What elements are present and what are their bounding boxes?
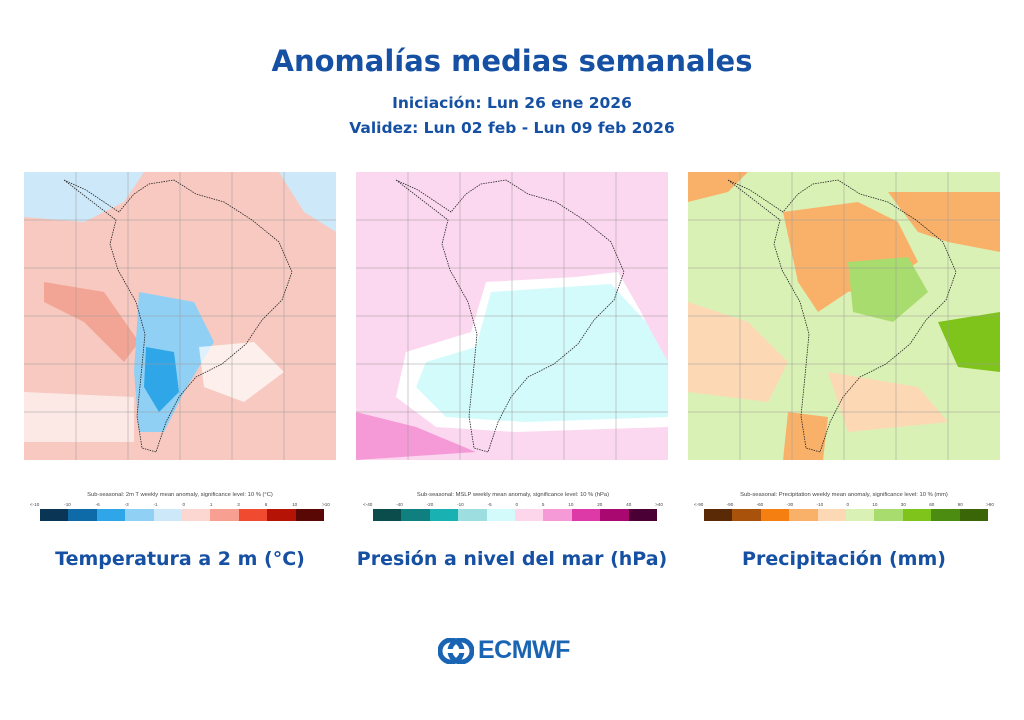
colorbar-tick: 5 bbox=[541, 502, 545, 507]
validity-period: Validez: Lun 02 feb - Lun 09 feb 2026 bbox=[349, 119, 675, 137]
colorbar-tick: -10 bbox=[64, 502, 71, 507]
colorbar-title: Sub-seasonal: MSLP weekly mean anomaly, … bbox=[416, 492, 610, 498]
colorbar-swatch bbox=[732, 509, 761, 521]
temperature-label: Temperatura a 2 m (°C) bbox=[55, 548, 305, 570]
colorbar-swatch bbox=[40, 509, 69, 521]
initiation-date: Iniciación: Lun 26 ene 2026 bbox=[392, 94, 632, 112]
precipitation-colorbar: Sub-seasonal: Precipitation weekly mean … bbox=[694, 492, 994, 521]
colorbar-swatch bbox=[458, 509, 487, 521]
colorbar-tick: -1 bbox=[153, 502, 158, 507]
logo-text: ECMWF bbox=[478, 636, 570, 664]
colorbar-ticks: <-10 -10 -6 -3 -1 0 1 3 6 10 >10 bbox=[30, 502, 330, 507]
colorbar-swatch bbox=[704, 509, 733, 521]
colorbar-swatch bbox=[902, 509, 932, 521]
precipitation-label: Precipitación (mm) bbox=[742, 548, 946, 570]
colorbar-swatch bbox=[182, 509, 211, 521]
colorbar-swatches bbox=[373, 509, 658, 521]
colorbar-swatch bbox=[817, 509, 847, 521]
colorbar-title: Sub-seasonal: Precipitation weekly mean … bbox=[740, 492, 948, 498]
colorbar-swatch bbox=[373, 509, 402, 521]
pressure-label: Presión a nivel del mar (hPa) bbox=[356, 548, 668, 570]
colorbar-tick: 10 bbox=[568, 502, 574, 507]
colorbar-swatch bbox=[628, 509, 658, 521]
colorbar-swatch bbox=[401, 509, 430, 521]
ecmwf-logo-icon bbox=[438, 637, 474, 664]
colorbar-ticks: <-90 -90 -60 -30 -10 0 10 30 60 90 >90 bbox=[694, 502, 994, 507]
colorbar-tick: 1 bbox=[209, 502, 213, 507]
colorbar-tick: -10 bbox=[457, 502, 464, 507]
colorbar-swatch bbox=[153, 509, 183, 521]
ecmwf-logo: ECMWF bbox=[438, 636, 570, 665]
colorbar-swatch bbox=[515, 509, 544, 521]
colorbar-swatch bbox=[959, 509, 989, 521]
colorbar-swatch bbox=[96, 509, 126, 521]
colorbar-tick: 90 bbox=[957, 502, 963, 507]
colorbar-tick: 0 bbox=[515, 502, 519, 507]
colorbar-tick: >10 bbox=[322, 502, 330, 507]
colorbar-tick: 0 bbox=[182, 502, 186, 507]
temperature-colorbar: Sub-seasonal: 2m T weekly mean anomaly, … bbox=[30, 492, 330, 521]
colorbar-tick: -3 bbox=[124, 502, 129, 507]
colorbar-swatch bbox=[789, 509, 818, 521]
colorbar-tick: -10 bbox=[816, 502, 824, 507]
colorbar-swatch bbox=[295, 509, 325, 521]
colorbar-tick: -30 bbox=[786, 502, 794, 507]
colorbar-swatch bbox=[486, 509, 516, 521]
colorbar-tick: 60 bbox=[929, 502, 935, 507]
colorbar-tick: -90 bbox=[726, 502, 734, 507]
colorbar-tick: >90 bbox=[986, 502, 994, 507]
colorbar-tick: <-10 bbox=[30, 502, 40, 507]
colorbar-swatch bbox=[429, 509, 459, 521]
colorbar-swatch bbox=[846, 509, 875, 521]
colorbar-tick: 6 bbox=[264, 502, 268, 507]
colorbar-tick: 3 bbox=[237, 502, 240, 507]
colorbar-ticks: <-40 -40 -20 -10 -5 0 5 10 20 40 >40 bbox=[363, 502, 663, 507]
colorbar-tick: <-90 bbox=[694, 502, 704, 507]
colorbar-swatch bbox=[125, 509, 154, 521]
temperature-anomaly-map bbox=[24, 172, 336, 460]
colorbar-tick: 10 bbox=[292, 502, 298, 507]
colorbar-title: Sub-seasonal: 2m T weekly mean anomaly, … bbox=[87, 492, 273, 498]
colorbar-tick: -6 bbox=[95, 502, 100, 507]
colorbar-swatch bbox=[600, 509, 629, 521]
colorbar-swatches bbox=[704, 509, 989, 521]
colorbar-swatch bbox=[238, 509, 268, 521]
colorbar-swatch bbox=[931, 509, 960, 521]
colorbar-tick: 10 bbox=[872, 502, 878, 507]
colorbar-tick: -5 bbox=[487, 502, 492, 507]
colorbar-tick: -40 bbox=[396, 502, 403, 507]
colorbar-tick: -20 bbox=[426, 502, 434, 507]
precipitation-anomaly-map bbox=[688, 172, 1000, 460]
colorbar-tick: 0 bbox=[846, 502, 850, 507]
colorbar-swatch bbox=[210, 509, 239, 521]
colorbar-tick: 40 bbox=[626, 502, 632, 507]
colorbar-swatch bbox=[760, 509, 790, 521]
pressure-colorbar: Sub-seasonal: MSLP weekly mean anomaly, … bbox=[363, 492, 663, 521]
colorbar-swatch bbox=[68, 509, 97, 521]
colorbar-swatch bbox=[874, 509, 903, 521]
colorbar-tick: >40 bbox=[655, 502, 663, 507]
colorbar-tick: <-40 bbox=[363, 502, 373, 507]
colorbar-swatch bbox=[267, 509, 296, 521]
colorbar-tick: 30 bbox=[900, 502, 906, 507]
colorbar-tick: 20 bbox=[597, 502, 603, 507]
colorbar-swatches bbox=[40, 509, 325, 521]
page-title: Anomalías medias semanales bbox=[271, 44, 753, 78]
pressure-anomaly-map bbox=[356, 172, 668, 460]
colorbar-swatch bbox=[571, 509, 601, 521]
colorbar-tick: -60 bbox=[756, 502, 764, 507]
colorbar-swatch bbox=[543, 509, 572, 521]
